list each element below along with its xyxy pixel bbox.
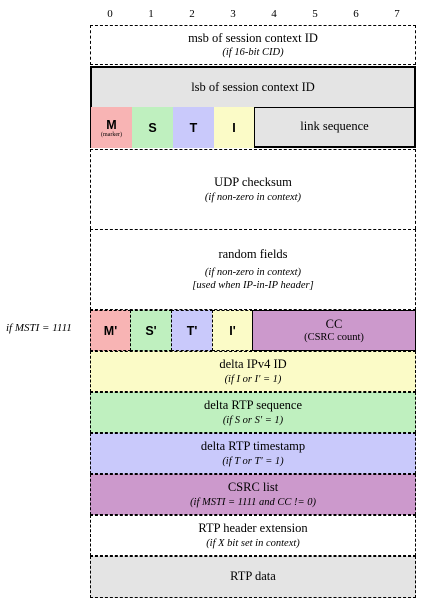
msb-session-context-id-row: msb of session context ID (if 16-bit CID…	[90, 25, 416, 65]
msti-side-label: if MSTI = 1111	[6, 322, 72, 334]
t-bit-cell: T	[173, 107, 215, 148]
row-title: delta IPv4 ID	[219, 357, 287, 372]
row-condition: (if non-zero in context)	[204, 266, 302, 278]
row-title: msb of session context ID	[188, 30, 318, 45]
t-prime-label: T'	[186, 323, 198, 338]
cc-label: CC	[325, 317, 343, 332]
bit-number: 3	[230, 8, 236, 20]
m-prime-label: M'	[103, 323, 118, 338]
delta-rtp-sequence-row: delta RTP sequence (if S or S' = 1)	[90, 392, 416, 433]
delta-ipv4-id-row: delta IPv4 ID (if I or I' = 1)	[90, 351, 416, 392]
csrc-list-row: CSRC list (if MSTI = 1111 and CC != 0)	[90, 474, 416, 515]
delta-rtp-timestamp-row: delta RTP timestamp (if T or T' = 1)	[90, 433, 416, 474]
row-condition: (if 16-bit CID)	[222, 47, 284, 59]
i-prime-bit-cell: I'	[212, 310, 253, 351]
row-condition: (if X bit set in context)	[206, 537, 300, 549]
i-bit-cell: I	[214, 107, 255, 148]
row-condition: (if MSTI = 1111 and CC != 0)	[190, 496, 316, 508]
link-sequence-field: link sequence	[255, 108, 414, 145]
udp-checksum-row: UDP checksum (if non-zero in context)	[90, 149, 416, 229]
row-condition: (if non-zero in context)	[204, 191, 302, 203]
s-prime-label: S'	[145, 323, 157, 338]
row-title: RTP data	[230, 569, 276, 584]
s-bit-cell: S	[132, 107, 174, 148]
m-bit-note: (marker)	[101, 131, 122, 138]
row-title: delta RTP timestamp	[200, 439, 306, 454]
row-title: lsb of session context ID	[191, 79, 315, 94]
bit-number: 1	[148, 8, 154, 20]
bit-number: 5	[312, 8, 318, 20]
random-fields-row: random fields (if non-zero in context) […	[90, 229, 416, 310]
link-sequence-label: link sequence	[300, 119, 369, 133]
flags-row: M (marker) S T I link sequence	[90, 107, 416, 148]
row-title: delta RTP sequence	[203, 398, 303, 413]
rtp-data-row: RTP data	[90, 556, 416, 598]
i-prime-label: I'	[229, 323, 236, 338]
s-prime-bit-cell: S'	[130, 310, 172, 351]
bit-number: 4	[271, 8, 277, 20]
t-bit-label: T	[189, 120, 198, 135]
bit-number: 2	[189, 8, 195, 20]
i-bit-label: I	[232, 120, 236, 135]
row-condition: (if S or S' = 1)	[222, 414, 284, 426]
m-bit-cell: M (marker)	[91, 107, 133, 148]
cc-note: (CSRC count)	[304, 331, 364, 343]
t-prime-bit-cell: T'	[171, 310, 213, 351]
row-condition-ip-in-ip: [used when IP-in-IP header]	[192, 279, 314, 291]
lsb-session-context-id-row: lsb of session context ID	[90, 66, 416, 107]
row-condition: (if I or I' = 1)	[224, 373, 282, 385]
row-title: random fields	[218, 247, 288, 262]
row-title: RTP header extension	[198, 521, 308, 536]
cc-field: CC (CSRC count)	[252, 310, 416, 351]
row-condition: (if T or T' = 1)	[222, 455, 284, 467]
rtp-header-extension-row: RTP header extension (if X bit set in co…	[90, 515, 416, 556]
row-title: UDP checksum	[214, 175, 292, 190]
bit-number: 7	[394, 8, 400, 20]
bit-number: 6	[353, 8, 359, 20]
bit-number: 0	[107, 8, 113, 20]
m-prime-bit-cell: M'	[90, 310, 131, 351]
m-bit-label: M	[106, 117, 117, 132]
row-title: CSRC list	[227, 480, 279, 495]
s-bit-label: S	[148, 120, 157, 135]
